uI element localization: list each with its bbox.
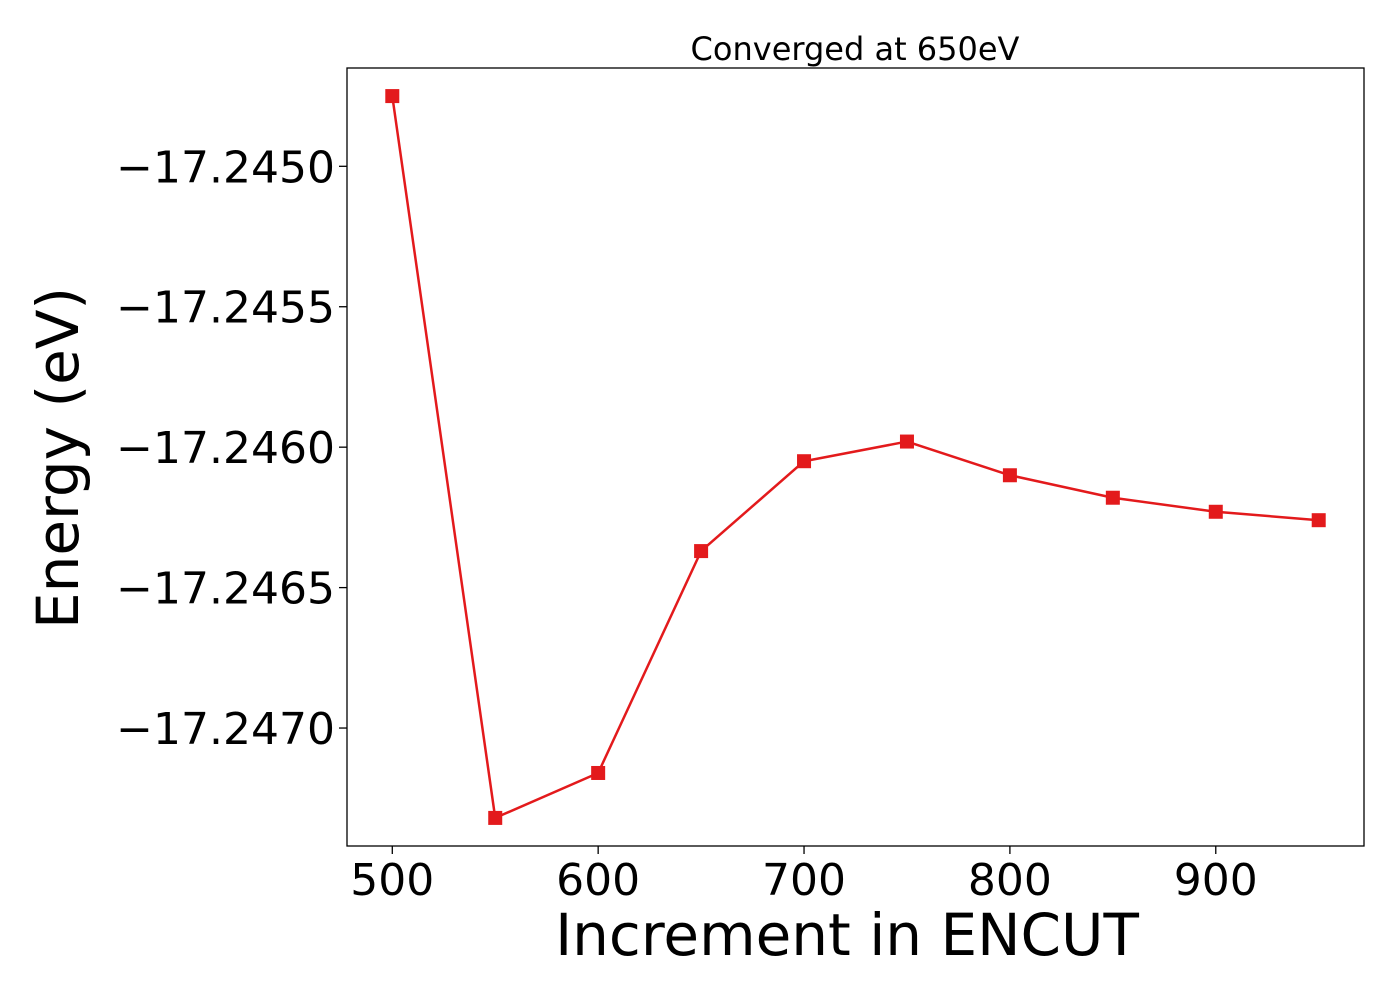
data-point-marker — [488, 810, 503, 825]
y-tick-label: −17.2465 — [116, 564, 335, 615]
data-point-marker — [591, 765, 606, 780]
data-point-marker — [1105, 490, 1120, 505]
y-axis-label: Energy (eV) — [24, 287, 92, 629]
data-point-marker — [1208, 504, 1223, 519]
y-tick-label: −17.2455 — [116, 283, 335, 334]
plot-area — [385, 89, 1326, 825]
data-point-marker — [797, 454, 812, 469]
series-line — [391, 95, 1319, 820]
x-tick-label: 700 — [762, 855, 846, 906]
data-point-marker — [1311, 513, 1326, 528]
x-axis-ticks: 500 600 700 800 900 — [350, 846, 1258, 906]
data-point-marker — [385, 89, 400, 104]
x-tick-label: 600 — [556, 855, 640, 906]
data-point-marker — [899, 434, 914, 449]
x-tick-label: 500 — [350, 855, 434, 906]
y-axis-ticks: −17.2450 −17.2455 −17.2460 −17.2465 −17.2470 — [116, 142, 347, 755]
data-point-marker — [1002, 468, 1017, 483]
chart-title: Converged at 650eV — [691, 30, 1020, 68]
y-tick-label: −17.2450 — [116, 142, 335, 193]
y-tick-label: −17.2460 — [116, 423, 335, 474]
x-tick-label: 800 — [968, 855, 1052, 906]
x-tick-label: 900 — [1174, 855, 1258, 906]
x-axis-label: Increment in ENCUT — [555, 901, 1139, 969]
plot-frame — [346, 67, 1365, 847]
y-tick-label: −17.2470 — [116, 704, 335, 755]
data-point-marker — [694, 544, 709, 559]
